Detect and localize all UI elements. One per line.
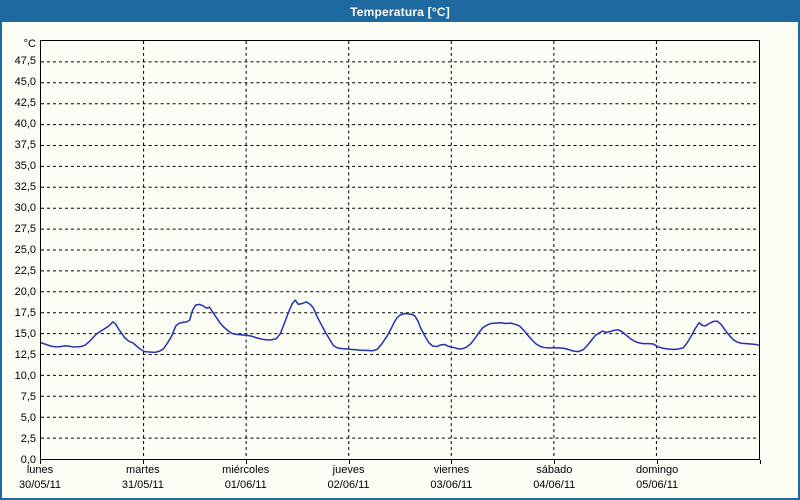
y-tick-label: 42,5 — [14, 97, 36, 109]
y-tick-label: 27,5 — [14, 223, 36, 235]
y-tick-label: 5,0 — [20, 412, 36, 424]
x-axis-tick — [348, 460, 350, 464]
y-tick-label: 22,5 — [14, 265, 36, 277]
x-axis-tick — [245, 460, 247, 464]
y-tick-label: 40,0 — [14, 118, 36, 130]
y-tick-label: 30,0 — [14, 202, 36, 214]
x-day-name-label: viernes — [433, 464, 470, 476]
x-day-name-label: miércoles — [222, 464, 270, 476]
y-tick-label: 47,5 — [14, 55, 36, 67]
y-tick-label: 35,0 — [14, 160, 36, 172]
x-day-name-label: domingo — [636, 464, 679, 476]
x-day-date-label: 02/06/11 — [327, 479, 370, 491]
y-axis-unit-label: °C — [23, 38, 36, 50]
y-tick-label: 2,5 — [20, 433, 36, 445]
x-day-name-label: sábado — [536, 464, 573, 476]
y-tick-label: 15,0 — [14, 328, 36, 340]
x-day-date-label: 05/06/11 — [636, 479, 679, 491]
y-tick-label: 32,5 — [14, 181, 36, 193]
y-tick-label: 12,5 — [14, 349, 36, 361]
x-day-date-label: 03/06/11 — [430, 479, 473, 491]
x-day-date-label: 04/06/11 — [533, 479, 576, 491]
x-day-name-label: martes — [126, 464, 160, 476]
window-titlebar: Temperatura [°C] — [2, 2, 798, 22]
y-tick-label: 7,5 — [20, 391, 36, 403]
x-axis-tick — [554, 460, 556, 464]
x-day-date-label: 01/06/11 — [224, 479, 267, 491]
x-axis-tick — [657, 460, 659, 464]
temperature-series-line — [41, 299, 759, 354]
temperature-line-chart — [41, 41, 759, 459]
x-day-name-label: jueves — [332, 464, 365, 476]
x-day-date-label: 31/05/11 — [121, 479, 164, 491]
x-axis-tick — [40, 460, 41, 464]
plot-area — [40, 40, 760, 460]
y-tick-label: 25,0 — [14, 244, 36, 256]
x-axis-tick — [142, 460, 144, 464]
x-axis-tick — [451, 460, 453, 464]
x-day-date-label: 30/05/11 — [18, 479, 61, 491]
y-tick-label: 17,5 — [14, 307, 36, 319]
window-title: Temperatura [°C] — [350, 5, 450, 19]
y-tick-label: 20,0 — [14, 286, 36, 298]
x-axis-tick — [760, 460, 761, 464]
y-tick-label: 37,5 — [14, 139, 36, 151]
y-tick-label: 0,0 — [20, 454, 36, 466]
x-day-name-label: lunes — [26, 464, 54, 476]
y-tick-label: 10,0 — [14, 370, 36, 382]
y-tick-label: 45,0 — [14, 76, 36, 88]
